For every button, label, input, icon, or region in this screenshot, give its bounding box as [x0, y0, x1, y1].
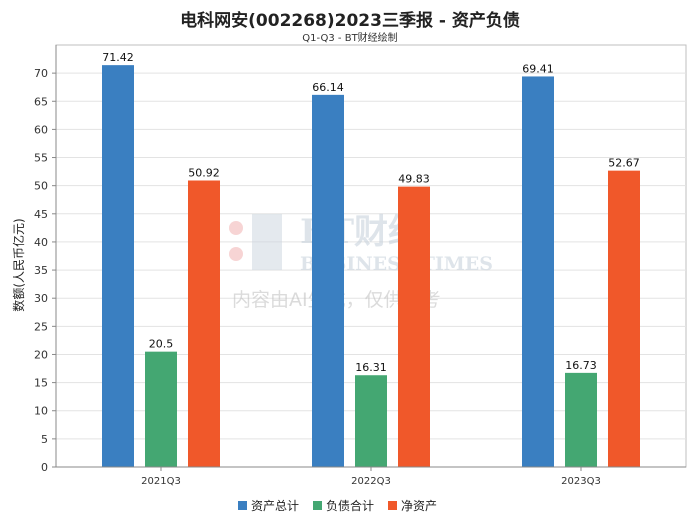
data-labels: 71.42 20.5 50.92 66.14 16.31 49.83 69.41 16.73 5…: [102, 51, 640, 374]
watermark: BT财经 BUSINESS TIMES 内容由AI生成，仅供参考: [206, 212, 493, 311]
y-tick-label: 15: [34, 377, 48, 390]
y-tick-label: 20: [34, 348, 48, 361]
legend-label: 负债合计: [326, 498, 374, 513]
legend: 资产总计 负债合计 净资产: [238, 498, 437, 513]
legend-label: 净资产: [401, 499, 437, 513]
y-axis-label: 数额(人民币亿元): [11, 218, 26, 311]
legend-swatch: [238, 501, 247, 510]
data-label: 16.73: [565, 359, 597, 372]
data-label: 66.14: [312, 81, 344, 94]
y-tick-label: 65: [34, 95, 48, 108]
y-tick-label: 55: [34, 152, 48, 165]
legend-label: 资产总计: [251, 499, 299, 513]
watermark-logo-block: [252, 214, 282, 270]
bar: [565, 372, 597, 467]
data-label: 20.5: [149, 338, 174, 351]
data-label: 69.41: [522, 62, 554, 75]
y-tick-label: 25: [34, 320, 48, 333]
watermark-logo-dot-bottom: [229, 247, 243, 261]
bar: [398, 186, 430, 467]
chart-title: 电科网安(002268)2023三季报 - 资产负债: [180, 11, 520, 31]
data-label: 52.67: [608, 157, 640, 170]
data-label: 16.31: [355, 361, 387, 374]
y-tick-label: 60: [34, 123, 48, 136]
bar: [145, 351, 177, 467]
watermark-brand-en: BUSINESS TIMES: [300, 253, 493, 275]
x-tick-label: 2023Q3: [561, 476, 601, 487]
bar: [188, 180, 220, 468]
y-tick-label: 50: [34, 180, 48, 193]
bars: [102, 65, 640, 468]
x-tick-label: 2022Q3: [351, 476, 391, 487]
bar: [355, 375, 387, 467]
y-tick-label: 5: [41, 433, 48, 446]
watermark-logo-dot-top: [229, 221, 243, 235]
axes: 0 5 10 15 20 25 30 35 40 45 50 55 60 65 70 2021Q3 2022Q3…: [34, 45, 686, 487]
y-tick-label: 35: [34, 264, 48, 277]
y-tick-label: 70: [34, 67, 48, 80]
bar: [102, 65, 134, 467]
y-tick-label: 45: [34, 208, 48, 221]
y-tick-label: 10: [34, 405, 48, 418]
chart-subtitle: Q1-Q3 - BT财经绘制: [302, 33, 398, 44]
y-tick-label: 30: [34, 292, 48, 305]
y-tick-label: 0: [41, 461, 48, 474]
x-tick-label: 2021Q3: [141, 476, 181, 487]
bar: [608, 170, 640, 467]
legend-swatch: [388, 501, 397, 510]
data-label: 71.42: [102, 51, 134, 64]
data-label: 50.92: [188, 166, 220, 179]
bar: [522, 76, 554, 467]
bar: [312, 94, 344, 467]
legend-swatch: [313, 501, 322, 510]
y-tick-label: 40: [34, 236, 48, 249]
data-label: 49.83: [398, 173, 430, 186]
